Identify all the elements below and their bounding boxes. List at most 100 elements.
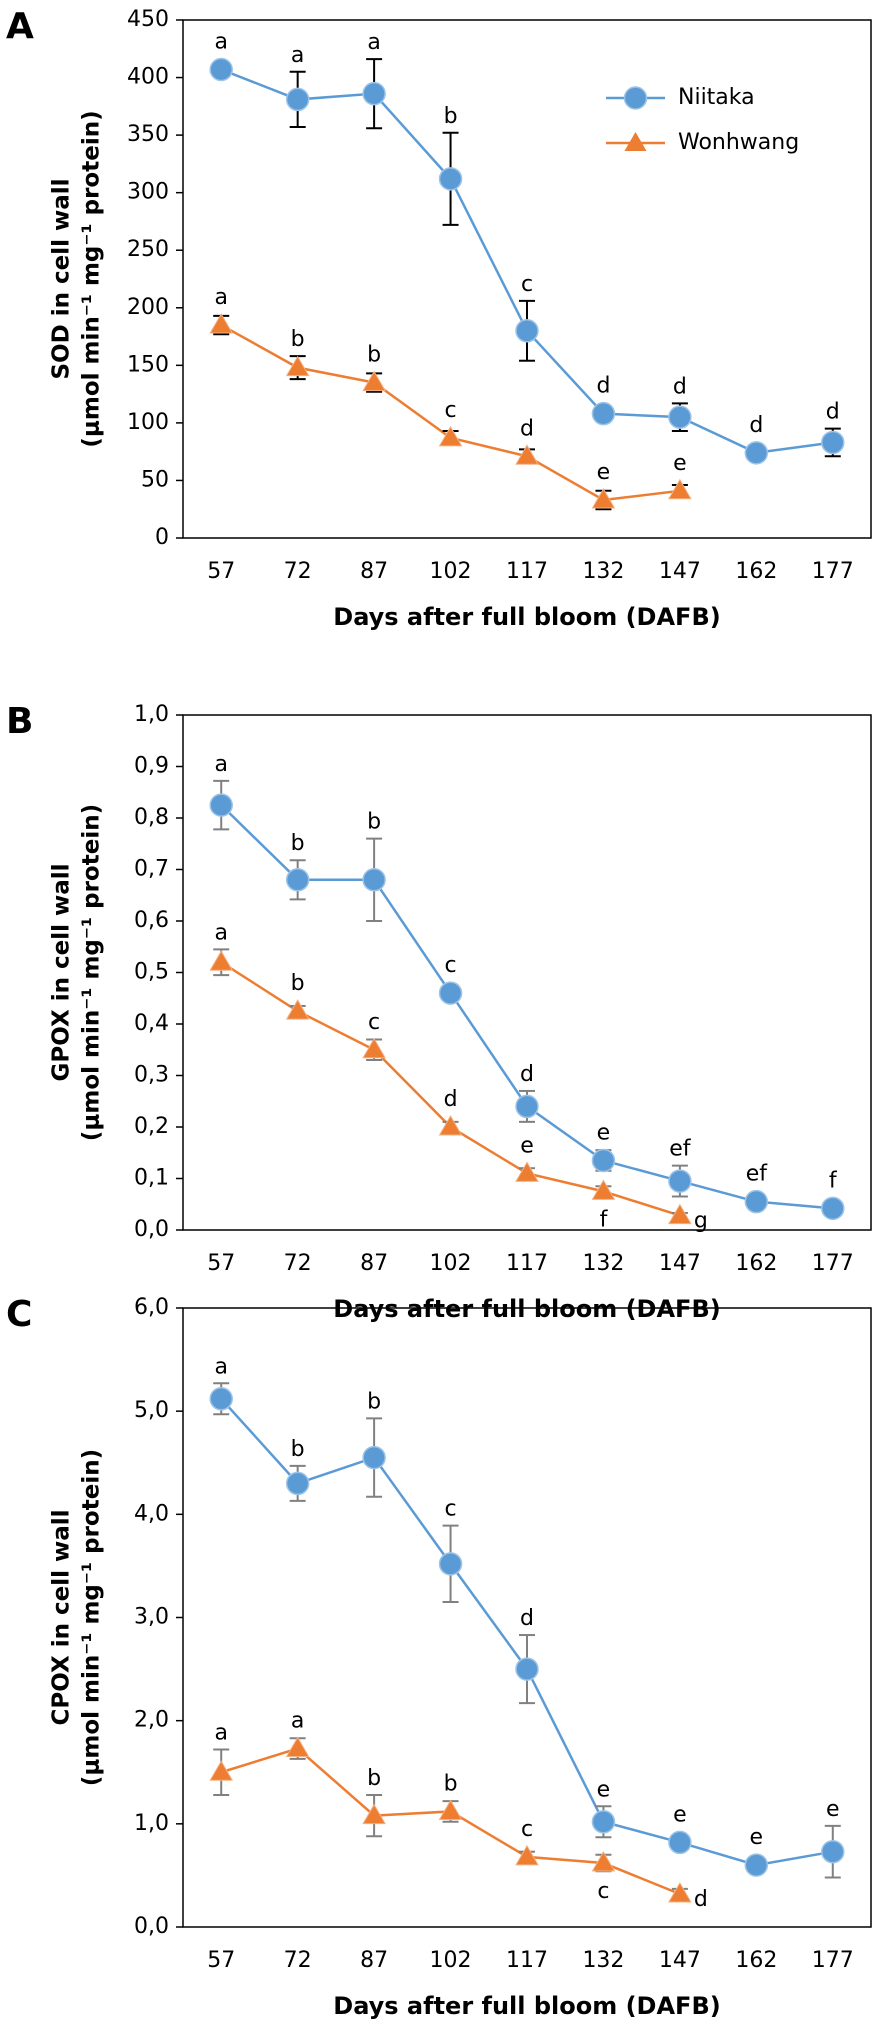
- y-tick-label: 50: [141, 467, 169, 492]
- panel-label: A: [6, 6, 34, 47]
- significance-letter: d: [520, 1062, 534, 1087]
- marker: [285, 999, 310, 1020]
- significance-letter: c: [445, 1497, 457, 1522]
- significance-letter: e: [673, 1802, 687, 1827]
- panel-label: C: [6, 1294, 32, 1335]
- marker: [821, 1839, 845, 1864]
- significance-letter: b: [291, 831, 305, 856]
- y-tick-label: 350: [127, 122, 169, 147]
- marker: [209, 1760, 234, 1781]
- legend-label: Niitaka: [678, 85, 755, 110]
- marker: [515, 444, 539, 465]
- marker: [668, 405, 692, 429]
- y-axis-title: (μmol min⁻¹ mg⁻¹ protein): [79, 804, 105, 1141]
- x-tick-label: 57: [207, 1948, 235, 1973]
- y-tick-label: 0,0: [134, 1914, 169, 1939]
- y-axis-title: (μmol min⁻¹ mg⁻¹ protein): [79, 110, 105, 447]
- x-tick-label: 102: [430, 1948, 472, 1973]
- significance-letter: ef: [669, 1137, 692, 1162]
- marker: [438, 167, 463, 191]
- y-axis-title: (μmol min⁻¹ mg⁻¹ protein): [79, 1449, 105, 1786]
- significance-letter: a: [291, 1709, 304, 1734]
- marker: [438, 1552, 463, 1576]
- marker: [591, 488, 616, 509]
- x-tick-label: 147: [659, 1251, 701, 1276]
- marker: [209, 57, 233, 82]
- significance-letter: b: [367, 343, 381, 368]
- marker: [285, 1736, 310, 1758]
- marker: [438, 981, 463, 1005]
- marker: [668, 1169, 692, 1193]
- x-tick-label: 117: [506, 1948, 548, 1973]
- marker: [668, 1830, 692, 1855]
- significance-letter: d: [694, 1887, 708, 1912]
- significance-letter: c: [521, 272, 533, 297]
- marker: [285, 355, 310, 377]
- marker: [591, 1179, 616, 1200]
- x-axis-title: Days after full bloom (DAFB): [333, 603, 720, 631]
- significance-letter: b: [367, 1389, 381, 1414]
- y-tick-label: 2,0: [134, 1708, 169, 1733]
- marker: [515, 319, 539, 343]
- significance-letter: b: [291, 971, 305, 996]
- marker: [515, 1094, 539, 1119]
- significance-letter: b: [291, 327, 305, 352]
- significance-letter: d: [826, 400, 840, 425]
- marker: [209, 793, 233, 817]
- legend-marker: [624, 132, 647, 151]
- marker: [668, 478, 692, 500]
- marker: [362, 1037, 386, 1059]
- y-tick-label: 0,1: [134, 1166, 169, 1191]
- y-tick-label: 0,0: [134, 1217, 169, 1242]
- marker: [209, 950, 234, 971]
- y-tick-label: 150: [127, 352, 169, 377]
- marker: [744, 441, 769, 465]
- x-tick-label: 162: [735, 1948, 777, 1973]
- x-tick-label: 117: [506, 559, 548, 584]
- marker: [362, 868, 386, 892]
- x-tick-label: 87: [360, 1251, 388, 1276]
- marker: [591, 1810, 616, 1834]
- panel-label: B: [6, 701, 33, 742]
- y-tick-label: 100: [127, 410, 169, 435]
- marker: [668, 1203, 692, 1225]
- y-tick-label: 250: [127, 237, 169, 262]
- x-tick-label: 87: [360, 559, 388, 584]
- significance-letter: d: [673, 374, 687, 399]
- plot-area: [182, 19, 872, 539]
- y-tick-label: 0: [155, 525, 169, 550]
- significance-letter: b: [291, 1437, 305, 1462]
- legend-marker: [623, 86, 648, 110]
- marker: [821, 430, 845, 455]
- marker: [438, 1115, 463, 1136]
- marker: [438, 425, 463, 447]
- marker: [209, 313, 234, 334]
- significance-letter: a: [214, 285, 227, 310]
- y-tick-label: 0,5: [134, 960, 169, 985]
- y-tick-label: 6,0: [134, 1295, 169, 1320]
- marker: [362, 1803, 386, 1825]
- significance-letter: c: [521, 1817, 533, 1842]
- marker: [362, 81, 386, 106]
- y-tick-label: 1,0: [134, 702, 169, 727]
- marker: [515, 1657, 539, 1681]
- y-axis-title: GPOX in cell wall: [49, 863, 75, 1081]
- legend-label: Wonhwang: [678, 130, 799, 155]
- significance-letter: e: [597, 1120, 611, 1145]
- marker: [362, 1445, 386, 1470]
- significance-letter: e: [750, 1825, 764, 1850]
- x-tick-label: 72: [284, 1251, 312, 1276]
- significance-letter: a: [214, 1354, 227, 1379]
- y-tick-label: 1,0: [134, 1811, 169, 1836]
- x-axis-title: Days after full bloom (DAFB): [333, 1295, 720, 1323]
- significance-letter: e: [597, 460, 611, 485]
- significance-letter: c: [368, 1010, 380, 1035]
- marker: [285, 1471, 310, 1496]
- y-tick-label: 450: [127, 7, 169, 32]
- marker: [362, 370, 386, 392]
- x-tick-label: 147: [659, 1948, 701, 1973]
- marker: [744, 1853, 769, 1877]
- y-axis-title: CPOX in cell wall: [49, 1509, 75, 1725]
- significance-letter: b: [367, 810, 381, 835]
